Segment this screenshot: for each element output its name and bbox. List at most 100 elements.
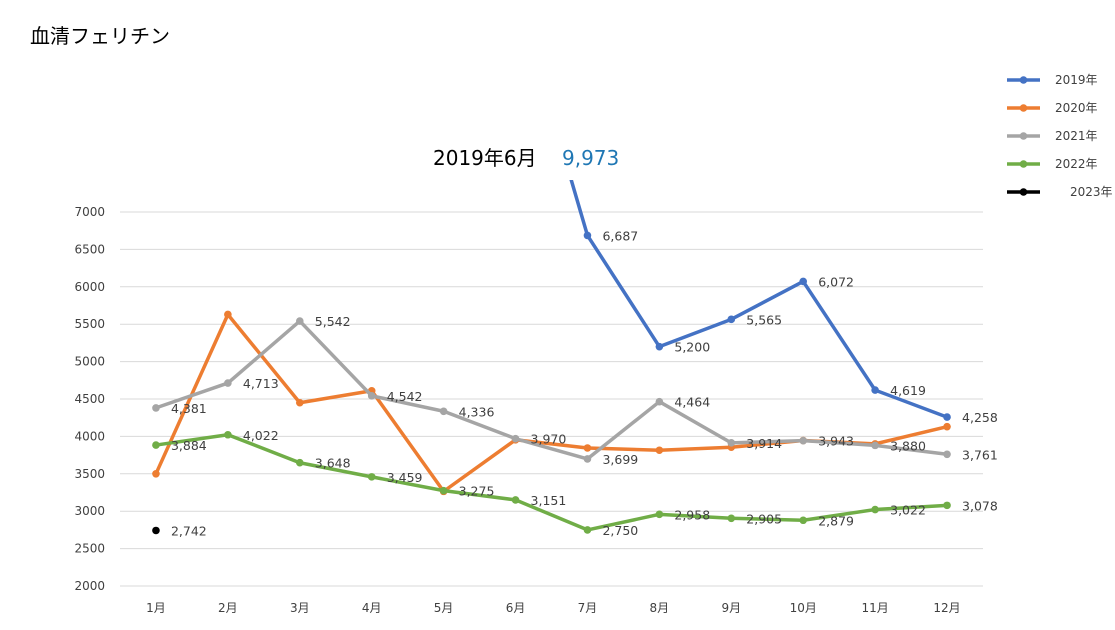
data-label: 3,151 [531, 493, 567, 508]
x-tick-label: 6月 [506, 601, 526, 615]
legend-marker [1019, 132, 1028, 140]
series-line [155, 319, 948, 461]
legend-item: 2021年 [1007, 129, 1098, 143]
legend-marker [1019, 188, 1028, 196]
x-axis-ticks: 1月 2月 3月 4月 5月 6月 7月 8月 9月 10月 11月 12月 [146, 601, 961, 615]
x-tick-label: 4月 [362, 601, 382, 615]
data-point [367, 392, 376, 400]
data-point [583, 444, 592, 452]
data-point [943, 501, 951, 510]
series-line [155, 433, 948, 532]
data-point [655, 510, 664, 519]
data-point [583, 231, 592, 240]
data-point [727, 514, 736, 523]
data-point [727, 439, 736, 447]
data-point [152, 404, 160, 412]
x-tick-label: 5月 [434, 601, 454, 615]
data-label: 3,459 [387, 470, 423, 485]
data-point [655, 446, 664, 455]
x-tick-label: 7月 [578, 601, 598, 615]
data-point [727, 315, 736, 324]
data-label: 2,958 [674, 507, 710, 522]
data-point [295, 317, 304, 325]
data-point [943, 413, 951, 421]
data-label: 4,464 [674, 395, 710, 410]
data-point [295, 398, 304, 407]
data-point [511, 496, 520, 504]
data-point [799, 436, 808, 445]
y-tick-label: 2000 [74, 579, 105, 593]
y-axis-ticks: 2000 2500 3000 3500 4000 4500 5000 5500 6000 6500… [74, 205, 105, 593]
data-point [224, 430, 232, 439]
data-point [367, 473, 376, 481]
data-point [152, 526, 160, 535]
data-point [152, 441, 160, 449]
legend-marker [1019, 76, 1028, 84]
data-label: 5,542 [315, 314, 351, 329]
y-tick-label: 5500 [74, 317, 105, 331]
legend-marker [1019, 160, 1028, 168]
x-tick-label: 1月 [146, 601, 166, 615]
data-label: 2,879 [818, 513, 854, 528]
data-label: 5,200 [674, 340, 710, 355]
data-point [224, 379, 232, 387]
y-tick-label: 3500 [74, 467, 105, 481]
data-label: 6,072 [818, 274, 854, 289]
data-point [511, 434, 520, 443]
series-5 [152, 526, 160, 535]
annotation-label: 2019年6月 [433, 146, 537, 170]
series-3 [152, 317, 951, 463]
data-label: 4,336 [459, 404, 495, 419]
legend-label: 2021年 [1055, 129, 1098, 143]
data-label: 3,761 [962, 447, 998, 462]
y-tick-label: 4000 [74, 429, 105, 443]
series-1 [569, 180, 951, 421]
data-point [799, 277, 808, 286]
data-label: 3,022 [890, 503, 926, 518]
chart-title: 血清フェリチン [30, 24, 170, 48]
data-point [943, 422, 951, 431]
data-label: 3,970 [531, 432, 567, 447]
y-tick-label: 6000 [74, 280, 105, 294]
x-tick-label: 3月 [290, 601, 310, 615]
legend-label: 2019年 [1055, 73, 1098, 87]
data-label: 3,880 [890, 438, 926, 453]
data-label: 3,078 [962, 498, 998, 513]
legend-item: 2019年 [1007, 73, 1098, 87]
x-tick-label: 10月 [790, 601, 817, 615]
data-point [152, 470, 160, 478]
legend-item: 2020年 [1007, 101, 1098, 115]
legend-item: 2022年 [1007, 157, 1098, 171]
data-label: 3,648 [315, 456, 351, 471]
data-label: 3,914 [746, 436, 782, 451]
data-point [583, 455, 592, 463]
data-label: 2,905 [746, 511, 782, 526]
y-tick-label: 2500 [74, 542, 105, 556]
data-point [295, 458, 304, 467]
annotations: 2019年6月 9,973 [433, 146, 619, 170]
data-label: 3,699 [602, 452, 638, 467]
data-point [583, 526, 592, 534]
data-label: 3,943 [818, 434, 854, 449]
gridlines [120, 211, 983, 587]
data-labels: 6,687 5,200 5,565 6,072 4,619 4,258 4,381 4,713… [171, 228, 998, 538]
data-label: 4,022 [243, 428, 279, 443]
data-label: 4,258 [962, 410, 998, 425]
legend-item: 2023年 [1007, 185, 1113, 199]
data-label: 4,713 [243, 376, 279, 391]
series-lines [152, 180, 951, 535]
legend: 2019年 2020年 2021年 2022年 2023年 [1007, 73, 1113, 199]
annotation-value: 9,973 [562, 146, 619, 170]
legend-marker [1019, 104, 1028, 112]
data-label: 4,542 [387, 389, 423, 404]
series-2 [152, 310, 951, 496]
data-point [655, 342, 664, 351]
data-point [943, 450, 951, 459]
data-label: 3,884 [171, 438, 207, 453]
data-point [655, 397, 664, 406]
data-point [439, 486, 448, 495]
data-point [224, 310, 232, 319]
x-tick-label: 8月 [650, 601, 670, 615]
data-point [871, 441, 879, 450]
